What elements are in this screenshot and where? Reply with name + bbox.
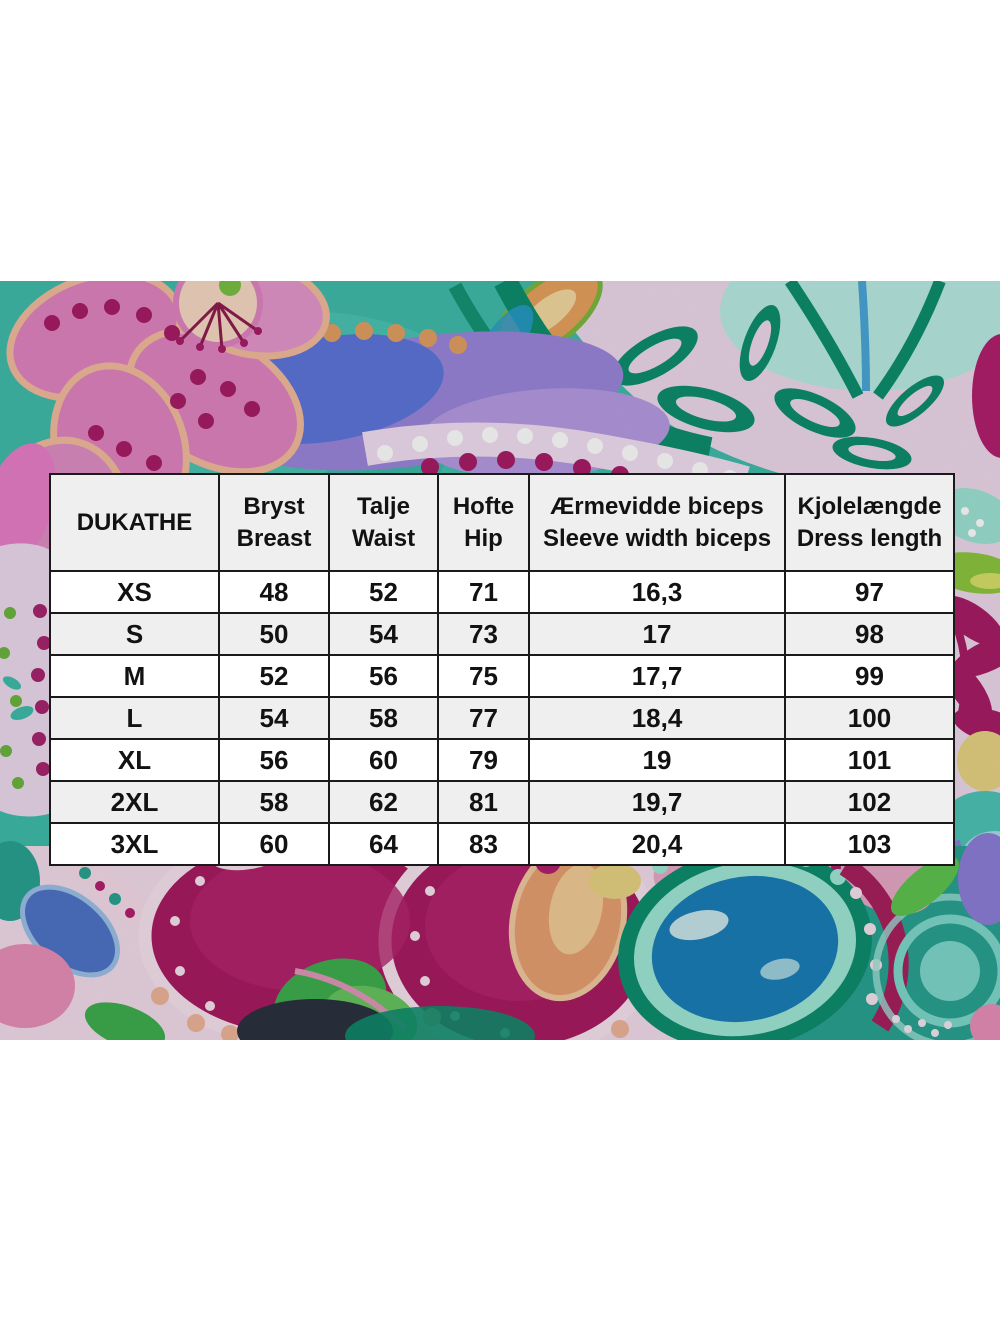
size-cell: XL — [49, 738, 220, 782]
hip-cell: 79 — [437, 738, 530, 782]
breast-cell: 48 — [218, 570, 330, 614]
length-cell: 100 — [784, 696, 955, 740]
sleeve-cell: 17,7 — [528, 654, 786, 698]
header-cell-breast: Bryst Breast — [218, 473, 330, 572]
size-row-3xl: 3XL 60 64 83 20,4 103 — [49, 822, 955, 866]
waist-cell: 54 — [328, 612, 439, 656]
waist-cell: 60 — [328, 738, 439, 782]
sleeve-cell: 19 — [528, 738, 786, 782]
breast-cell: 60 — [218, 822, 330, 866]
waist-cell: 52 — [328, 570, 439, 614]
size-cell: L — [49, 696, 220, 740]
header-label-sleeve-da: Ærmevidde biceps — [550, 492, 764, 520]
header-cell-waist: Talje Waist — [328, 473, 439, 572]
breast-cell: 58 — [218, 780, 330, 824]
length-cell: 101 — [784, 738, 955, 782]
size-cell: XS — [49, 570, 220, 614]
size-row-2xl: 2XL 58 62 81 19,7 102 — [49, 780, 955, 824]
hip-cell: 75 — [437, 654, 530, 698]
brand-cell: DUKATHE — [49, 473, 220, 572]
size-cell: 2XL — [49, 780, 220, 824]
hip-cell: 77 — [437, 696, 530, 740]
breast-cell: 52 — [218, 654, 330, 698]
sleeve-cell: 17 — [528, 612, 786, 656]
header-label-length-en: Dress length — [796, 524, 943, 552]
waist-cell: 58 — [328, 696, 439, 740]
size-chart-table: DUKATHE Bryst Breast Talje Waist Hofte H… — [49, 473, 955, 866]
header-cell-sleeve-width: Ærmevidde biceps Sleeve width biceps — [528, 473, 786, 572]
breast-cell: 56 — [218, 738, 330, 782]
size-row-l: L 54 58 77 18,4 100 — [49, 696, 955, 740]
header-label-length-da: Kjolelængde — [797, 492, 942, 520]
size-row-m: M 52 56 75 17,7 99 — [49, 654, 955, 698]
sleeve-cell: 16,3 — [528, 570, 786, 614]
breast-cell: 54 — [218, 696, 330, 740]
length-cell: 103 — [784, 822, 955, 866]
header-label-waist-en: Waist — [351, 524, 416, 552]
length-cell: 97 — [784, 570, 955, 614]
header-label-breast-en: Breast — [236, 524, 312, 552]
size-cell: S — [49, 612, 220, 656]
header-cell-hip: Hofte Hip — [437, 473, 530, 572]
breast-cell: 50 — [218, 612, 330, 656]
header-label-hip-en: Hip — [464, 524, 503, 552]
header-label-sleeve-en: Sleeve width biceps — [542, 524, 772, 552]
header-row: DUKATHE Bryst Breast Talje Waist Hofte H… — [49, 473, 955, 572]
size-row-xs: XS 48 52 71 16,3 97 — [49, 570, 955, 614]
sleeve-cell: 18,4 — [528, 696, 786, 740]
header-label-waist-da: Talje — [357, 492, 410, 520]
size-row-s: S 50 54 73 17 98 — [49, 612, 955, 656]
header-label-hip-da: Hofte — [452, 492, 515, 520]
hip-cell: 81 — [437, 780, 530, 824]
header-cell-dress-length: Kjolelængde Dress length — [784, 473, 955, 572]
waist-cell: 56 — [328, 654, 439, 698]
hip-cell: 83 — [437, 822, 530, 866]
hip-cell: 71 — [437, 570, 530, 614]
length-cell: 102 — [784, 780, 955, 824]
size-cell: M — [49, 654, 220, 698]
length-cell: 98 — [784, 612, 955, 656]
sleeve-cell: 20,4 — [528, 822, 786, 866]
waist-cell: 62 — [328, 780, 439, 824]
length-cell: 99 — [784, 654, 955, 698]
size-cell: 3XL — [49, 822, 220, 866]
header-label-breast-da: Bryst — [243, 492, 305, 520]
waist-cell: 64 — [328, 822, 439, 866]
hip-cell: 73 — [437, 612, 530, 656]
sleeve-cell: 19,7 — [528, 780, 786, 824]
size-row-xl: XL 56 60 79 19 101 — [49, 738, 955, 782]
